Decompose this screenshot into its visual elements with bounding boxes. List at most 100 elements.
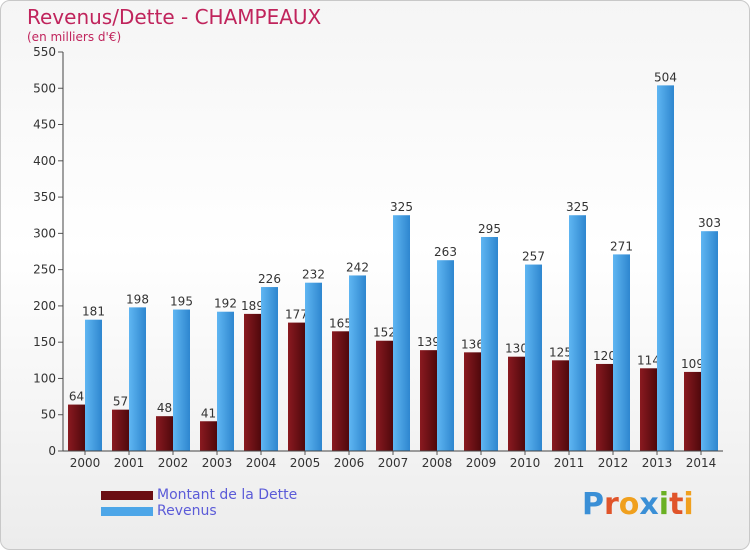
bar-dette: [156, 416, 173, 451]
x-tick-label: 2012: [598, 456, 629, 470]
x-tick-label: 2002: [158, 456, 189, 470]
data-label-dette: 64: [69, 390, 84, 404]
data-label-dette: 109: [681, 357, 704, 371]
bar-dette: [596, 363, 613, 451]
data-label-dette: 125: [549, 345, 572, 359]
logo-letter: r: [604, 487, 619, 522]
bar-revenus: [437, 260, 454, 451]
data-label-revenus: 303: [698, 216, 721, 230]
bar-dette: [288, 322, 305, 451]
bar-dette: [244, 313, 261, 451]
bar-revenus: [85, 319, 102, 451]
legend-swatch-revenus: [101, 506, 153, 516]
legend-label-dette: Montant de la Dette: [157, 487, 298, 503]
bar-dette: [420, 350, 437, 451]
data-label-revenus: 181: [82, 305, 105, 319]
data-label-revenus: 295: [478, 222, 501, 236]
y-tick-label: 200: [33, 299, 56, 313]
chart-title: Revenus/Dette - CHAMPEAUX: [27, 5, 322, 29]
data-label-dette: 165: [329, 316, 352, 330]
bar-dette: [552, 360, 569, 451]
data-label-dette: 120: [593, 349, 616, 363]
data-label-dette: 152: [373, 326, 396, 340]
data-label-dette: 48: [157, 401, 172, 415]
bar-revenus: [129, 307, 146, 451]
data-label-dette: 41: [201, 406, 216, 420]
x-tick-label: 2007: [378, 456, 409, 470]
logo-letter: i: [683, 487, 694, 522]
bar-revenus: [261, 287, 278, 451]
y-tick-label: 550: [33, 45, 56, 59]
data-label-revenus: 504: [654, 70, 677, 84]
data-label-dette: 136: [461, 337, 484, 351]
data-label-dette: 114: [637, 353, 660, 367]
x-tick-label: 2009: [466, 456, 497, 470]
data-label-revenus: 263: [434, 245, 457, 259]
bar-revenus: [701, 231, 718, 451]
data-label-revenus: 195: [170, 295, 193, 309]
bar-dette: [332, 331, 349, 451]
y-tick-label: 50: [41, 408, 56, 422]
bar-dette: [68, 404, 85, 451]
legend-swatch-dette: [101, 490, 153, 500]
x-tick-label: 2006: [334, 456, 365, 470]
bar-revenus: [305, 282, 322, 451]
x-tick-label: 2003: [202, 456, 233, 470]
data-label-revenus: 198: [126, 292, 149, 306]
y-tick-label: 350: [33, 190, 56, 204]
legend-item-revenus: Revenus: [101, 503, 297, 519]
y-tick-label: 500: [33, 81, 56, 95]
data-label-revenus: 242: [346, 260, 369, 274]
bar-dette: [684, 371, 701, 451]
legend-label-revenus: Revenus: [157, 503, 217, 519]
x-tick-label: 2000: [70, 456, 101, 470]
logo-letter: x: [639, 487, 659, 522]
y-tick-label: 0: [48, 444, 56, 458]
bar-dette: [640, 368, 657, 451]
data-label-revenus: 226: [258, 272, 281, 286]
y-tick-label: 150: [33, 335, 56, 349]
y-tick-label: 250: [33, 263, 56, 277]
x-tick-label: 2004: [246, 456, 277, 470]
bar-revenus: [657, 85, 674, 451]
data-label-dette: 130: [505, 342, 528, 356]
x-tick-label: 2001: [114, 456, 145, 470]
bar-dette: [376, 340, 393, 451]
x-tick-label: 2010: [510, 456, 541, 470]
legend: Montant de la Dette Revenus: [101, 487, 297, 519]
logo-letter: o: [618, 487, 640, 522]
bar-dette: [200, 421, 217, 451]
y-tick-label: 450: [33, 118, 56, 132]
data-label-dette: 57: [113, 395, 128, 409]
proxiti-logo: Proxiti: [582, 487, 694, 522]
y-tick-label: 300: [33, 226, 56, 240]
bar-revenus: [613, 254, 630, 451]
bar-chart: 0 50 100 150 200 250 300 350 400 450 500 550 64 181 20…: [33, 45, 723, 470]
bar-revenus: [481, 236, 498, 451]
x-tick-label: 2013: [642, 456, 673, 470]
bar-revenus: [349, 275, 366, 451]
legend-item-dette: Montant de la Dette: [101, 487, 297, 503]
bar-revenus: [569, 215, 586, 451]
y-tick-label: 100: [33, 371, 56, 385]
x-tick-label: 2008: [422, 456, 453, 470]
logo-letter: i: [658, 487, 670, 522]
data-label-dette: 177: [285, 308, 308, 322]
y-tick-label: 400: [33, 154, 56, 168]
data-label-revenus: 257: [522, 250, 545, 264]
bar-revenus: [393, 215, 410, 451]
x-tick-label: 2014: [686, 456, 717, 470]
bar-dette: [508, 356, 525, 451]
bar-revenus: [525, 264, 542, 451]
data-label-revenus: 232: [302, 268, 325, 282]
bar-revenus: [217, 311, 234, 451]
x-tick-label: 2005: [290, 456, 321, 470]
bar-dette: [464, 352, 481, 451]
logo-letter: P: [582, 487, 604, 522]
data-label-dette: 139: [417, 335, 440, 349]
logo-letter: t: [669, 487, 684, 522]
data-label-revenus: 192: [214, 297, 237, 311]
data-label-revenus: 271: [610, 239, 633, 253]
chart-subtitle: (en milliers d'€): [27, 30, 122, 44]
